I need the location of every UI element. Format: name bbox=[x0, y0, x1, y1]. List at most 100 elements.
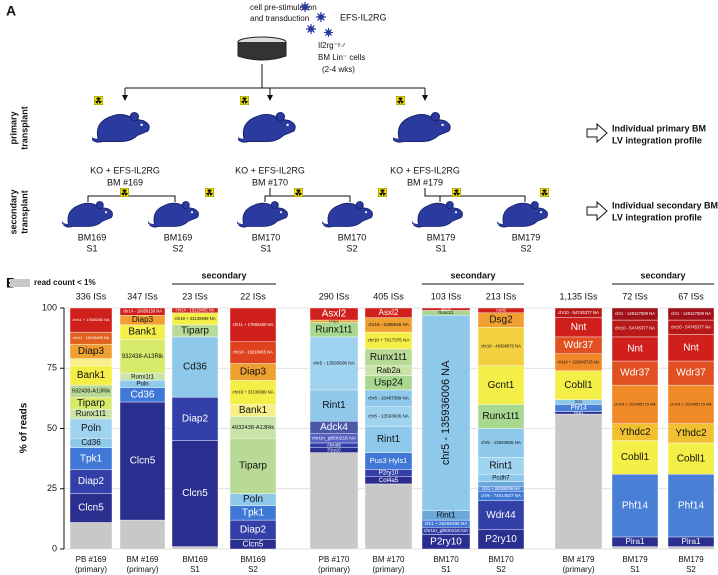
bar-segment bbox=[667, 334, 715, 362]
segment-label: Runx1t1 bbox=[131, 373, 154, 380]
radiation-icon bbox=[205, 188, 214, 197]
bar-segment bbox=[171, 440, 219, 547]
x-tick-sublabel: (primary) bbox=[75, 565, 107, 574]
bar-count: 405 ISs bbox=[373, 291, 404, 301]
segment-label: chr9 - 74014627 NA bbox=[481, 493, 521, 498]
bar-segment bbox=[69, 493, 113, 523]
segment-label: Dsg2 bbox=[489, 315, 513, 326]
segment-label: Tiparp bbox=[181, 326, 209, 337]
row-label: transplant bbox=[19, 190, 29, 234]
bar-segment bbox=[69, 358, 113, 367]
segment-label: P2ry10 bbox=[379, 470, 399, 477]
bar-segment bbox=[611, 474, 659, 538]
segment-label: Cobll1 bbox=[677, 453, 706, 464]
segment-label: Wdr37 bbox=[564, 340, 594, 351]
mouse bbox=[393, 111, 451, 143]
segment-label: Diap2 bbox=[78, 476, 105, 487]
bar-segment bbox=[477, 365, 525, 405]
mouse bbox=[237, 200, 289, 228]
bar-segment bbox=[69, 307, 113, 333]
segment-label: chr19 + 33136999 NA bbox=[174, 316, 215, 321]
mouse-label: BM #169 bbox=[107, 177, 143, 187]
segment-label: Diap3 bbox=[132, 315, 154, 324]
bar-segment bbox=[611, 384, 659, 424]
segment-label: Tpk1 bbox=[242, 507, 265, 518]
segment-label: Bank1 bbox=[128, 327, 157, 338]
mouse bbox=[238, 111, 296, 143]
donor-text: Il2rg⁻ʸ♂ bbox=[318, 41, 346, 50]
donor-text: (2-4 wks) bbox=[322, 65, 355, 74]
segment-label: chr14 - 19218465 NA bbox=[73, 336, 110, 340]
virus-icon bbox=[316, 12, 326, 22]
row-label: primary bbox=[8, 111, 18, 144]
bar-segment bbox=[421, 307, 471, 311]
mouse-label: S2 bbox=[346, 243, 357, 253]
mouse-label: BM169 bbox=[78, 232, 107, 242]
bar-segment bbox=[554, 370, 603, 400]
bar-segment bbox=[309, 307, 359, 321]
x-tick-sublabel: S2 bbox=[496, 565, 506, 574]
segment-label: Nnt bbox=[627, 344, 643, 355]
bar-segment bbox=[477, 404, 525, 429]
output-text: LV integration profile bbox=[612, 135, 702, 145]
radiation-icon bbox=[120, 188, 129, 197]
y-axis-label: % of reads bbox=[19, 402, 30, 453]
segment-label: Adck4 bbox=[320, 422, 348, 433]
segment-label: chr1 - 149127009 NA bbox=[671, 311, 711, 316]
segment-label: Ythdc2 bbox=[619, 427, 651, 438]
bar-segment bbox=[309, 452, 359, 550]
segment-label: Phf14 bbox=[622, 500, 649, 511]
segment-label: Wdr44 bbox=[486, 510, 516, 521]
legend-swatch bbox=[10, 279, 30, 287]
bar-count: 336 ISs bbox=[76, 291, 107, 301]
bar-segment bbox=[611, 546, 659, 550]
segment-label: Diap2 bbox=[182, 414, 209, 425]
segment-label: Poln bbox=[243, 494, 263, 505]
x-tick-label: BM #170 bbox=[372, 555, 405, 564]
x-tick-label: BM169 bbox=[240, 555, 266, 564]
segment-label: Clcn5 bbox=[182, 488, 208, 499]
mouse-label: BM170 bbox=[338, 232, 367, 242]
x-tick-label: BM #169 bbox=[126, 555, 159, 564]
mouse bbox=[412, 200, 464, 228]
segment-label: Poln bbox=[136, 381, 149, 388]
panel-a: A cell pre-stimulation and transduction … bbox=[6, 2, 718, 253]
segment-label: Runx1t1 bbox=[438, 310, 454, 315]
chart-b: 0 25 50 75 100 secondary secondary secondary 336… bbox=[10, 270, 716, 574]
segment-label: 4932438-A13Rik bbox=[232, 425, 275, 431]
y-tick-label: 75 bbox=[47, 363, 57, 373]
bar-segment bbox=[554, 307, 603, 318]
radiation-icon bbox=[94, 96, 103, 105]
segment-label: Cd36 bbox=[131, 389, 155, 400]
bar-count: 22 ISs bbox=[240, 291, 266, 301]
bar-segment bbox=[611, 336, 659, 362]
bar-count: 23 ISs bbox=[182, 291, 208, 301]
segment-label: Wdr37 bbox=[620, 368, 650, 379]
segment-label: Diap3 bbox=[240, 367, 267, 378]
x-tick-label: BM179 bbox=[622, 555, 648, 564]
donor-text: BM Lin⁻ cells bbox=[318, 53, 365, 62]
segment-label: Asxl2 bbox=[441, 306, 452, 311]
segment-label: Cd36 bbox=[81, 438, 101, 447]
segment-label: chr1 - 149127009 NA bbox=[615, 311, 655, 316]
segment-label: chr11 + 17685260 NA bbox=[72, 318, 110, 322]
x-tick-sublabel: (primary) bbox=[563, 565, 595, 574]
segment-label: Ahnak6 bbox=[327, 442, 342, 447]
segment-label: Diap3 bbox=[78, 346, 105, 357]
segment-label: chr14 - 19858158 NA bbox=[123, 309, 162, 314]
segment-label: Tiparp bbox=[239, 460, 267, 471]
segment-label: Asxl2 bbox=[496, 307, 507, 312]
segment-label: chr14 - 19218465 NA bbox=[176, 307, 215, 312]
mouse-label: BM179 bbox=[427, 232, 456, 242]
bar-count: 72 ISs bbox=[622, 291, 648, 301]
segment-label: chr10 - 54745377 NA bbox=[671, 324, 711, 329]
bar-segment bbox=[667, 442, 715, 475]
bar-segment bbox=[171, 396, 219, 441]
segment-label: Nnt bbox=[571, 322, 587, 333]
x-tick-sublabel: (primary) bbox=[318, 565, 350, 574]
segment-label: chrUn_gl000216 NA bbox=[312, 435, 357, 441]
x-tick-sublabel: S1 bbox=[190, 565, 200, 574]
segment-label: Nnt bbox=[683, 342, 699, 353]
segment-label: chr1 + 28258496 NA bbox=[482, 486, 520, 491]
virus-icon bbox=[300, 2, 310, 12]
